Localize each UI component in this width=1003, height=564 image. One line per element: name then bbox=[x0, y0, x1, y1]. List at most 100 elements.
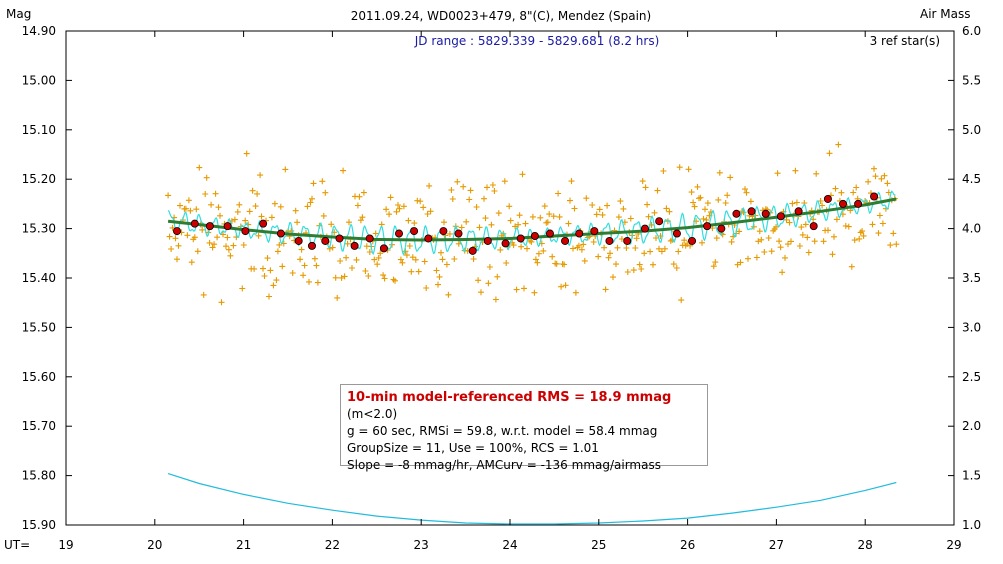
observation-cross bbox=[257, 172, 264, 179]
observation-cross bbox=[724, 192, 731, 199]
statistics-box: 10-min model-referenced RMS = 18.9 mmag … bbox=[340, 384, 708, 472]
observation-cross bbox=[497, 246, 504, 253]
observation-cross bbox=[482, 215, 489, 222]
y2-axis-label: Air Mass bbox=[920, 7, 971, 21]
observation-cross bbox=[211, 241, 218, 248]
observation-cross bbox=[565, 220, 572, 227]
y2-tick-label: 2.5 bbox=[962, 370, 981, 384]
observation-cross bbox=[556, 213, 563, 220]
observation-cross bbox=[831, 233, 837, 240]
observation-cross bbox=[581, 257, 588, 264]
y-tick-label: 15.10 bbox=[22, 123, 56, 137]
observation-cross bbox=[703, 216, 710, 223]
observation-cross bbox=[277, 203, 284, 210]
y-tick-label: 15.70 bbox=[22, 419, 56, 433]
observation-cross bbox=[251, 265, 258, 272]
observation-cross bbox=[571, 205, 578, 212]
observation-cross bbox=[301, 262, 308, 269]
observation-cross bbox=[510, 242, 517, 249]
observation-cross bbox=[320, 212, 327, 219]
observation-cross bbox=[529, 213, 536, 220]
observation-cross bbox=[485, 280, 492, 287]
y-tick-label: 15.50 bbox=[22, 320, 56, 334]
observation-cross bbox=[466, 196, 473, 203]
observation-cross bbox=[613, 261, 619, 268]
observation-cross bbox=[660, 168, 667, 174]
y2-tick-label: 4.5 bbox=[962, 172, 981, 186]
observation-cross bbox=[881, 172, 888, 179]
average-point bbox=[205, 222, 214, 231]
observation-cross bbox=[202, 191, 209, 197]
observation-cross bbox=[570, 245, 576, 252]
observation-cross bbox=[890, 230, 897, 237]
observation-cross bbox=[572, 289, 579, 296]
average-point bbox=[672, 229, 681, 238]
observation-cross bbox=[820, 238, 827, 245]
observation-cross bbox=[702, 206, 708, 213]
observation-cross bbox=[681, 237, 688, 244]
observation-cross bbox=[700, 215, 707, 222]
observation-cross bbox=[387, 194, 394, 201]
observation-cross bbox=[445, 291, 452, 298]
smoothed-fit-curve bbox=[167, 190, 896, 256]
observation-cross bbox=[174, 256, 180, 263]
observation-cross bbox=[264, 255, 271, 262]
observation-cross bbox=[513, 286, 520, 293]
observation-cross bbox=[568, 178, 575, 185]
observation-cross bbox=[879, 220, 886, 227]
observation-cross bbox=[166, 233, 173, 240]
observation-cross bbox=[675, 248, 682, 255]
observation-cross bbox=[524, 245, 530, 252]
observation-cross bbox=[627, 215, 634, 222]
y-tick-label: 15.30 bbox=[22, 222, 56, 236]
observation-cross bbox=[372, 230, 379, 237]
group-line: GroupSize = 11, Use = 100%, RCS = 1.01 bbox=[347, 441, 599, 455]
observation-cross bbox=[782, 254, 788, 261]
observation-cross bbox=[776, 238, 783, 245]
chart-title: 2011.09.24, WD0023+479, 8"(C), Mendez (S… bbox=[351, 9, 651, 23]
observation-cross bbox=[796, 243, 803, 249]
observation-cross bbox=[761, 249, 768, 255]
y-axis-ticks: 14.90 15.00 15.10 15.20 15.30 15.40 15.50 15.60… bbox=[22, 24, 72, 532]
observation-cross bbox=[575, 242, 582, 249]
observation-cross bbox=[853, 184, 860, 191]
observation-cross bbox=[632, 245, 639, 251]
observation-cross bbox=[377, 250, 384, 257]
observation-cross bbox=[670, 261, 677, 268]
observation-cross bbox=[427, 208, 434, 215]
observation-cross bbox=[500, 230, 507, 237]
observation-cross bbox=[503, 260, 510, 266]
observation-cross bbox=[688, 189, 695, 196]
observation-cross bbox=[454, 178, 461, 185]
average-point bbox=[468, 246, 477, 255]
average-point bbox=[379, 244, 388, 253]
observation-cross bbox=[553, 260, 560, 267]
average-point bbox=[365, 234, 374, 243]
observation-cross bbox=[707, 209, 714, 216]
observation-cross bbox=[666, 208, 673, 215]
observation-cross bbox=[386, 211, 393, 218]
observation-cross bbox=[365, 273, 372, 279]
average-point bbox=[172, 227, 181, 236]
observation-cross bbox=[448, 187, 455, 193]
observation-cross bbox=[332, 274, 339, 281]
average-point bbox=[501, 239, 510, 248]
observation-cross bbox=[544, 219, 551, 226]
observation-cross bbox=[792, 167, 799, 174]
observation-cross bbox=[893, 241, 900, 248]
observation-cross bbox=[676, 164, 683, 171]
observation-cross bbox=[798, 224, 805, 231]
observation-cross bbox=[690, 199, 697, 206]
observation-cross bbox=[813, 170, 820, 177]
observation-cross bbox=[638, 266, 645, 272]
average-point bbox=[590, 227, 599, 236]
average-point bbox=[241, 227, 250, 236]
observation-cross bbox=[322, 189, 329, 196]
observation-cross bbox=[501, 178, 508, 185]
observation-cross bbox=[704, 200, 711, 207]
observation-cross bbox=[633, 235, 640, 242]
observation-cross bbox=[446, 230, 453, 237]
observation-cross bbox=[519, 171, 526, 178]
observation-cross bbox=[362, 268, 369, 274]
observation-cross bbox=[869, 221, 876, 228]
